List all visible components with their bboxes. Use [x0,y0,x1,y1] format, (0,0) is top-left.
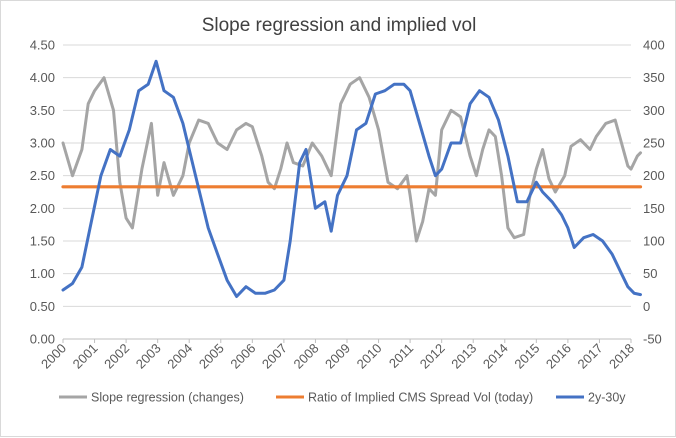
x-tick-label: 2012 [417,341,448,372]
right-tick-label: 400 [643,38,665,53]
x-tick-label: 2017 [575,341,606,372]
x-tick-label: 2014 [480,341,511,372]
right-tick-label: 350 [643,70,665,85]
left-tick-label: 1.00 [30,266,55,281]
x-tick-label: 2007 [259,341,290,372]
x-tick-label: 2015 [511,341,542,372]
x-tick-label: 2009 [322,341,353,372]
left-tick-label: 4.00 [30,70,55,85]
x-tick-label: 2008 [291,341,322,372]
x-tick-label: 2004 [164,341,195,372]
right-tick-label: 200 [643,168,665,183]
left-tick-label: 2.00 [30,201,55,216]
x-tick-label: 2005 [196,341,227,372]
left-tick-label: 2.50 [30,168,55,183]
legend: Slope regression (changes) Ratio of Impli… [59,391,626,405]
right-tick-label: 300 [643,103,665,118]
x-tick-label: 2006 [227,341,258,372]
x-tick-label: 2011 [386,341,416,371]
x-axis: 2000 2001 2002 2003 2004 2005 2006 2007 2008 2009… [38,339,637,372]
right-tick-label: 0 [643,299,650,314]
chart-title: Slope regression and implied vol [202,15,477,36]
x-tick-label: 2018 [606,341,637,372]
x-tick-label: 2001 [70,341,101,372]
right-tick-label: 50 [643,266,657,281]
legend-label-2: 2y-30y [588,391,626,405]
right-tick-label: 150 [643,201,665,216]
series-layer [61,59,643,298]
legend-label-1: Ratio of Implied CMS Spread Vol (today) [308,391,533,405]
right-tick-label: 100 [643,234,665,249]
x-tick-label: 2002 [101,341,132,372]
left-tick-label: 0.50 [30,299,55,314]
left-tick-label: 1.50 [30,234,55,249]
left-tick-label: 0.00 [30,332,55,347]
x-tick-label: 2013 [448,341,479,372]
left-axis: 0.00 0.50 1.00 1.50 2.00 2.50 3.00 3.50 4.00 4.50 [30,38,55,347]
series-line-2 [61,59,642,298]
legend-label-0: Slope regression (changes) [91,391,244,405]
left-tick-label: 3.00 [30,136,55,151]
x-tick-label: 2010 [354,341,385,372]
right-tick-label: 250 [643,136,665,151]
right-tick-label: -50 [643,332,662,347]
left-tick-label: 3.50 [30,103,55,118]
x-tick-label: 2016 [543,341,574,372]
left-tick-label: 4.50 [30,38,55,53]
x-tick-label: 2003 [133,341,164,372]
right-axis: -50 0 50 100 150 200 250 300 350 400 [643,38,665,347]
